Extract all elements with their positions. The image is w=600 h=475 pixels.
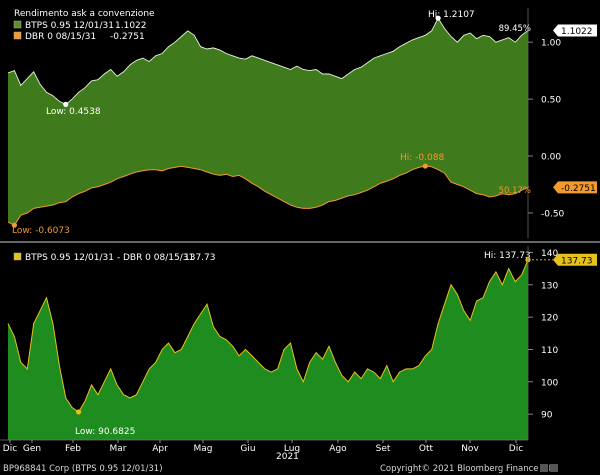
dbr-low-marker bbox=[11, 222, 18, 228]
yield-plot-area: Low: 0.4538 Hi: 1.2107 Low: -0.6073 Hi: -0.… bbox=[7, 10, 529, 236]
yield-y-tick-label: 1.00 bbox=[541, 39, 561, 49]
btps-legend-name: BTPS 0.95 12/01/31 bbox=[25, 21, 114, 31]
footer-ticker: BP968841 Corp (BTPS 0.95 12/01/31) bbox=[3, 464, 163, 474]
spread-y-tick-label: 110 bbox=[541, 346, 558, 356]
x-axis-month-label: Apr bbox=[152, 444, 168, 454]
x-axis-month-label: Ago bbox=[329, 444, 347, 454]
yield-panel: Low: 0.4538 Hi: 1.2107 Low: -0.6073 Hi: -0.… bbox=[7, 8, 597, 238]
spread-percent-badge: 89.45% bbox=[499, 24, 531, 34]
x-axis-month-label: Nov bbox=[461, 444, 479, 454]
yield-y-axis: 1.00 0.50 0.00 -0.50 1.1022 -0.2751 89.45% 50.1… bbox=[499, 8, 597, 238]
x-axis-month-label: Mar bbox=[110, 444, 127, 454]
dbr-last-value-badge-box bbox=[553, 181, 597, 194]
spread-last-value-badge: 137.73 bbox=[553, 253, 597, 266]
x-axis-year-label: 2021 bbox=[276, 452, 299, 462]
spread-y-tick-label: 90 bbox=[541, 411, 553, 421]
x-axis-month-label: Dic bbox=[509, 444, 523, 454]
btps-last-value-badge-text: 1.1022 bbox=[561, 27, 593, 37]
dbr-high-marker bbox=[422, 163, 428, 169]
spread-series-line bbox=[7, 259, 529, 413]
spread-y-tick-label: 130 bbox=[541, 281, 558, 291]
footer-copyright: Copyright© 2021 Bloomberg Finance L.P. bbox=[380, 464, 555, 474]
x-axis-month-label: Lug bbox=[284, 444, 300, 454]
btps-last-value-badge: 1.1022 bbox=[553, 24, 597, 37]
spread-y-tick-label: 100 bbox=[541, 378, 558, 388]
low-percent-badge: 50.17% bbox=[499, 186, 531, 196]
dbr-low-label: Low: -0.6073 bbox=[12, 226, 70, 236]
spread-y-tick-label: 140 bbox=[541, 249, 558, 259]
yield-y-tick-label: 0.50 bbox=[541, 96, 561, 106]
btps-high-label: Hi: 1.2107 bbox=[428, 10, 475, 20]
spread-legend-swatch bbox=[13, 252, 22, 261]
btps-legend-value: 1.1022 bbox=[115, 21, 147, 31]
dbr-series-line bbox=[7, 165, 529, 226]
btps-low-marker bbox=[63, 101, 69, 107]
spread-low-marker bbox=[76, 409, 82, 415]
spread-legend-name: BTPS 0.95 12/01/31 - DBR 0 08/15/31 bbox=[25, 253, 194, 263]
btps-last-value-badge-box bbox=[553, 24, 597, 37]
spread-y-axis: 140 130 120 110 100 90 137.73 bbox=[527, 246, 597, 440]
spread-legend-value: 137.73 bbox=[184, 253, 216, 263]
dbr-last-value-badge: -0.2751 bbox=[553, 181, 597, 194]
x-axis-month-label: Mag bbox=[194, 444, 213, 454]
btps-high-marker bbox=[435, 15, 441, 21]
btps-legend-swatch bbox=[13, 20, 22, 29]
btps-low-label: Low: 0.4538 bbox=[46, 107, 101, 117]
spread-panel: Low: 90.6825 Hi: 137.73 140 130 120 110 100 90… bbox=[7, 246, 597, 440]
yield-y-tick-label: -0.50 bbox=[541, 209, 565, 219]
x-axis-month-label: Set bbox=[376, 444, 391, 454]
spread-y-tick-label: 120 bbox=[541, 314, 558, 324]
dbr-last-value-badge-text: -0.2751 bbox=[561, 184, 596, 194]
bloomberg-logo bbox=[540, 464, 558, 472]
yield-y-tick-label: 0.00 bbox=[541, 153, 561, 163]
spread-last-value-badge-box bbox=[553, 253, 597, 266]
spread-low-label: Low: 90.6825 bbox=[75, 427, 135, 437]
spread-area bbox=[8, 259, 528, 440]
spread-last-value-badge-text: 137.73 bbox=[561, 256, 593, 266]
btps-series-line bbox=[7, 17, 529, 105]
x-axis-month-label: Ott bbox=[419, 444, 434, 454]
dbr-legend-value: -0.2751 bbox=[110, 32, 145, 42]
x-axis-month-label: Giu bbox=[240, 444, 255, 454]
dbr-legend-name: DBR 0 08/15/31 bbox=[25, 32, 96, 42]
dbr-high-label: Hi: -0.088 bbox=[400, 153, 444, 163]
yield-panel-title: Rendimento ask a convenzione bbox=[14, 9, 155, 19]
x-axis-month-label: Feb bbox=[65, 444, 81, 454]
spread-high-label: Hi: 137.73 bbox=[484, 251, 531, 261]
x-axis-month-label: Gen bbox=[23, 444, 41, 454]
spread-plot-area: Low: 90.6825 Hi: 137.73 bbox=[7, 251, 553, 440]
yield-spread-area bbox=[8, 18, 528, 226]
x-axis-month-label: Dic bbox=[3, 444, 17, 454]
dbr-legend-swatch bbox=[13, 31, 22, 40]
time-x-axis: Dic Gen Feb Mar Apr Mag Giu Lug Ago Set Ott Nov Dic bbox=[0, 439, 528, 454]
